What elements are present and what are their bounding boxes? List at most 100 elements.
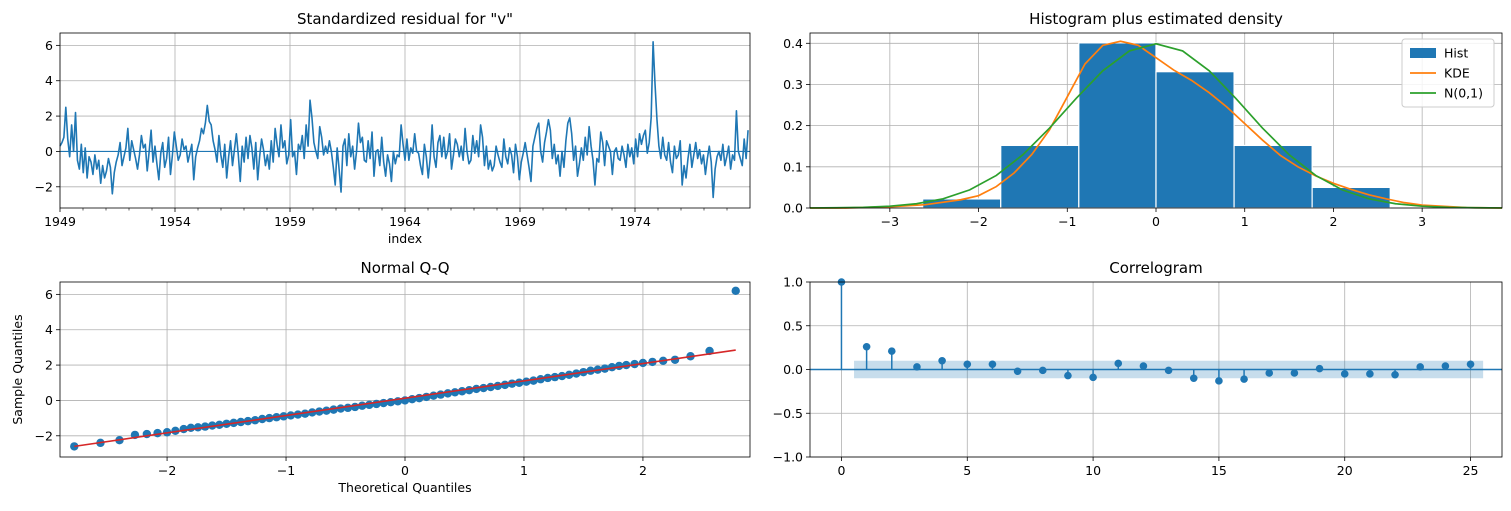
y-tick-label: 2 (45, 358, 53, 373)
legend-label: KDE (1444, 66, 1470, 81)
histogram-legend: Hist KDE N(0,1) (1401, 38, 1495, 108)
acf-marker (1089, 373, 1097, 382)
x-tick-label: 0 (1152, 214, 1160, 229)
acf-marker (1391, 370, 1399, 379)
acf-marker (1315, 364, 1324, 373)
x-tick-label: 20 (1337, 463, 1353, 478)
x-tick-label: 1949 (44, 214, 76, 229)
histogram-bar (1000, 144, 1080, 209)
qq-point (300, 409, 310, 418)
qq-point (357, 401, 367, 410)
acf-marker (1366, 370, 1374, 378)
legend-swatch-hist (1410, 48, 1436, 58)
qq-point (350, 402, 360, 412)
x-tick-label: 1974 (619, 214, 651, 229)
qq-point (343, 403, 353, 413)
x-tick-label: 25 (1463, 463, 1479, 478)
y-tick-label: 0.2 (783, 118, 803, 133)
y-tick-label: 4 (45, 73, 53, 88)
y-tick-label: 0.0 (783, 201, 803, 216)
x-tick-label: 1 (520, 463, 528, 478)
acf-marker (938, 356, 946, 365)
acf-marker (1416, 363, 1425, 371)
x-tick-label: 1959 (274, 214, 306, 229)
acf-marker (963, 360, 972, 369)
x-tick-label: 1 (1241, 214, 1249, 229)
x-tick-label: −2 (158, 463, 176, 478)
acf-marker (1466, 360, 1475, 369)
acf-marker (1290, 369, 1299, 377)
qq-y-axis-label: Sample Quantiles (10, 314, 25, 424)
correlogram-title: Correlogram (1109, 259, 1202, 277)
qq-point (179, 424, 188, 434)
x-tick-label: 3 (1418, 214, 1426, 229)
y-tick-label: 0 (45, 393, 53, 408)
histogram-bar (1155, 71, 1235, 209)
acf-marker (1013, 367, 1022, 376)
kde-line (810, 40, 1503, 209)
histogram-panel: −3 −2 −1 0 1 2 3 0.0 0.1 0.2 0.3 0.4 Histogram plus… (783, 10, 1503, 229)
histogram-bar (1078, 42, 1157, 209)
qq-point (443, 389, 453, 398)
acf-marker (1189, 374, 1198, 383)
x-tick-label: 0 (837, 463, 845, 478)
y-tick-label: −0.5 (773, 406, 803, 421)
x-tick-label: −1 (277, 463, 295, 478)
x-tick-label: 15 (1211, 463, 1227, 478)
acf-marker (1164, 366, 1173, 375)
y-tick-label: 0.5 (783, 318, 803, 333)
acf-marker (988, 360, 997, 369)
qq-panel: −2 −1 0 1 2 −2 0 2 4 6 Normal Q-Q Theoretical Qua… (10, 259, 751, 495)
qq-point (336, 404, 345, 413)
x-tick-label: 2 (1329, 214, 1337, 229)
qq-point (457, 387, 467, 396)
x-tick-label: 5 (963, 463, 971, 478)
qq-point (486, 382, 495, 392)
x-tick-label: 1964 (389, 214, 421, 229)
acf-marker (1038, 366, 1047, 375)
qq-point (436, 390, 445, 399)
qq-point (429, 391, 438, 400)
residual-panel: 1949 1954 1959 1964 1969 1974 −2 0 2 4 6 Standardi… (35, 10, 751, 246)
qq-point (365, 400, 374, 410)
qq-point (171, 426, 180, 436)
qq-point (186, 423, 196, 433)
acf-marker (862, 342, 871, 351)
normal-density-line (809, 42, 1503, 209)
x-tick-label: 0 (401, 463, 409, 478)
residual-series-line (59, 41, 749, 199)
acf-marker (1441, 362, 1450, 370)
residual-title: Standardized residual for "v" (297, 10, 513, 28)
x-tick-label: 2 (639, 463, 647, 478)
qq-point (479, 383, 488, 393)
residual-x-axis-label: index (388, 231, 422, 246)
histogram-title: Histogram plus estimated density (1029, 10, 1283, 28)
qq-point (372, 399, 381, 409)
qq-x-axis-label: Theoretical Quantiles (337, 480, 471, 495)
y-tick-label: 0.0 (783, 362, 803, 377)
y-tick-label: 4 (45, 322, 53, 337)
acf-marker (913, 363, 921, 371)
y-tick-label: 6 (45, 38, 53, 53)
qq-point (622, 360, 631, 370)
acf-marker (1114, 359, 1123, 368)
y-tick-label: 0.4 (783, 36, 803, 51)
legend-label: Hist (1444, 46, 1468, 61)
qq-point (465, 385, 474, 395)
y-tick-label: 1.0 (783, 275, 803, 290)
x-tick-label: 10 (1085, 463, 1101, 478)
y-tick-label: −2 (35, 179, 53, 194)
qq-point (670, 355, 680, 364)
acf-marker (1215, 377, 1223, 385)
x-tick-label: 1954 (159, 214, 191, 229)
x-tick-label: −2 (969, 214, 987, 229)
x-tick-label: −1 (1058, 214, 1076, 229)
acf-marker (1240, 375, 1248, 383)
correlogram-panel: 0 5 10 15 20 25 −1.0 −0.5 0.0 0.5 1.0 Correlogram (773, 259, 1503, 478)
y-tick-label: 0.3 (783, 77, 803, 92)
y-tick-label: −2 (35, 428, 53, 443)
qq-reference-line (74, 349, 736, 448)
y-tick-label: 6 (45, 287, 53, 302)
x-tick-label: 1969 (504, 214, 536, 229)
